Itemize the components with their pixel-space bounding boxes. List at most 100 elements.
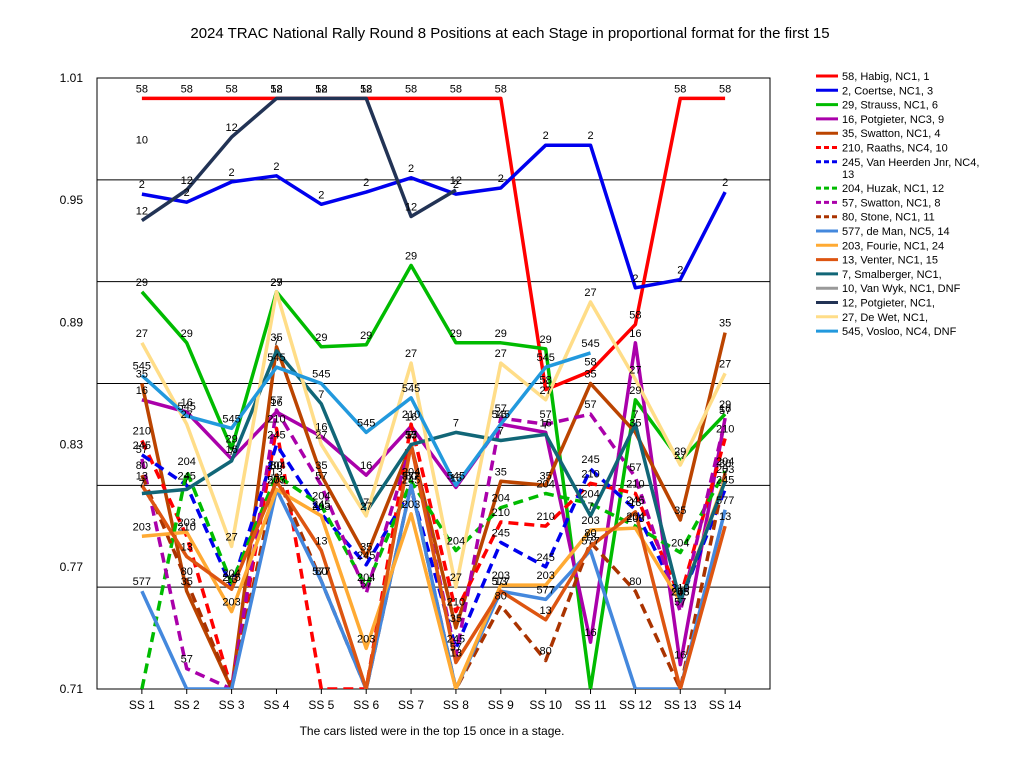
point-label-204: 204	[536, 478, 554, 490]
series-line-2	[141, 143, 727, 290]
point-label-245: 245	[536, 552, 554, 564]
point-label-204: 204	[357, 572, 375, 584]
point-label-204: 204	[267, 460, 285, 472]
x-tick-label: SS 4	[263, 698, 289, 712]
x-tick-label: SS 9	[488, 698, 514, 712]
legend-item-2: 2, Coertse, NC1, 3	[816, 85, 933, 97]
point-label-545: 545	[447, 470, 465, 482]
legend-item-245: 245, Van Heerden Jnr, NC4,13	[816, 157, 979, 181]
point-label-545: 545	[357, 417, 375, 429]
point-label-203: 203	[357, 633, 375, 645]
x-tick-label: SS 8	[443, 698, 469, 712]
point-label-203: 203	[402, 499, 420, 511]
point-label-80: 80	[584, 527, 596, 539]
point-label-2: 2	[184, 187, 190, 199]
point-label-2: 2	[318, 189, 324, 201]
point-label-245: 245	[312, 499, 330, 511]
point-label-245: 245	[357, 550, 375, 562]
point-label-29: 29	[405, 250, 417, 262]
point-label-35: 35	[719, 318, 731, 330]
point-label-245: 245	[447, 633, 465, 645]
x-tick-label: SS 7	[398, 698, 424, 712]
legend-item-577: 577, de Man, NC5, 14	[816, 226, 950, 238]
legend-label: 10, Van Wyk, NC1, DNF	[842, 283, 961, 295]
point-label-12: 12	[315, 83, 327, 95]
point-label-16: 16	[181, 397, 193, 409]
legend-item-204: 204, Huzak, NC1, 12	[816, 183, 944, 195]
legend-label: 29, Strauss, NC1, 6	[842, 100, 938, 112]
point-label-245: 245	[671, 586, 689, 598]
point-label-12: 12	[360, 83, 372, 95]
legend-item-203: 203, Fourie, NC1, 24	[816, 240, 944, 252]
y-tick-label: 0.95	[60, 193, 84, 207]
point-label-245: 245	[492, 527, 510, 539]
point-label-29: 29	[719, 399, 731, 411]
x-axis: SS 1 SS 2 SS 3 SS 4 SS 5 SS 6 SS 7 SS 8 SS 9 SS 1…	[129, 689, 742, 712]
point-label-16: 16	[495, 409, 507, 421]
point-label-203: 203	[536, 570, 554, 582]
point-label-245: 245	[178, 470, 196, 482]
point-label-7: 7	[273, 336, 279, 348]
point-label-203: 203	[581, 515, 599, 527]
point-label-57: 57	[540, 409, 552, 421]
point-label-29: 29	[360, 330, 372, 342]
point-label-27: 27	[270, 277, 282, 289]
point-label-245: 245	[716, 474, 734, 486]
chart-footnote: The cars listed were in the top 15 once …	[300, 724, 565, 738]
point-label-12: 12	[270, 83, 282, 95]
y-tick-label: 0.83	[60, 438, 84, 452]
point-label-80: 80	[405, 470, 417, 482]
point-label-16: 16	[360, 460, 372, 472]
legend-item-13: 13, Venter, NC1, 15	[816, 255, 938, 267]
point-label-545: 545	[402, 383, 420, 395]
y-tick-label: 0.71	[60, 682, 84, 696]
point-label-16: 16	[584, 627, 596, 639]
point-label-27: 27	[629, 364, 641, 376]
legend-label: 35, Swatton, NC1, 4	[842, 128, 940, 140]
point-label-13: 13	[270, 466, 282, 478]
point-label-29: 29	[674, 446, 686, 458]
point-label-210: 210	[178, 521, 196, 533]
point-label-204: 204	[312, 491, 330, 503]
series-line-203	[141, 478, 727, 689]
legend-item-545: 545, Vosloo, NC4, DNF	[816, 326, 957, 338]
series-line-545	[140, 351, 592, 488]
point-label-80: 80	[540, 645, 552, 657]
point-label-35: 35	[360, 542, 372, 554]
point-label-57: 57	[181, 654, 193, 666]
point-label-13: 13	[181, 542, 193, 554]
series-line-27	[140, 290, 727, 589]
x-tick-label: SS 6	[353, 698, 379, 712]
series-line-204	[140, 469, 727, 689]
point-label-210: 210	[133, 426, 151, 438]
point-label-7: 7	[229, 446, 235, 458]
point-label-57: 57	[315, 470, 327, 482]
point-label-57: 57	[719, 405, 731, 417]
point-label-27: 27	[719, 358, 731, 370]
series-lines	[140, 96, 727, 689]
legend-label: 80, Stone, NC1, 11	[842, 212, 935, 224]
point-label-545: 545	[178, 401, 196, 413]
legend-label: 7, Smalberger, NC1,	[842, 269, 942, 281]
point-label-7: 7	[453, 417, 459, 429]
point-label-2: 2	[139, 179, 145, 191]
point-label-245: 245	[581, 454, 599, 466]
point-label-7: 7	[632, 409, 638, 421]
legend-label: 245, Van Heerden Jnr, NC4,	[842, 157, 979, 169]
point-label-27: 27	[360, 501, 372, 513]
point-label-58: 58	[181, 83, 193, 95]
point-label-27: 27	[315, 430, 327, 442]
point-label-27: 27	[225, 531, 237, 543]
point-label-57: 57	[270, 395, 282, 407]
x-tick-label: SS 1	[129, 698, 155, 712]
point-label-545: 545	[536, 352, 554, 364]
point-label-35: 35	[629, 417, 641, 429]
point-label-58: 58	[405, 83, 417, 95]
point-label-2: 2	[722, 177, 728, 189]
point-label-27: 27	[495, 348, 507, 360]
y-tick-label: 0.77	[60, 560, 84, 574]
point-label-545: 545	[581, 338, 599, 350]
point-label-577: 577	[133, 576, 151, 588]
point-label-57: 57	[450, 641, 462, 653]
